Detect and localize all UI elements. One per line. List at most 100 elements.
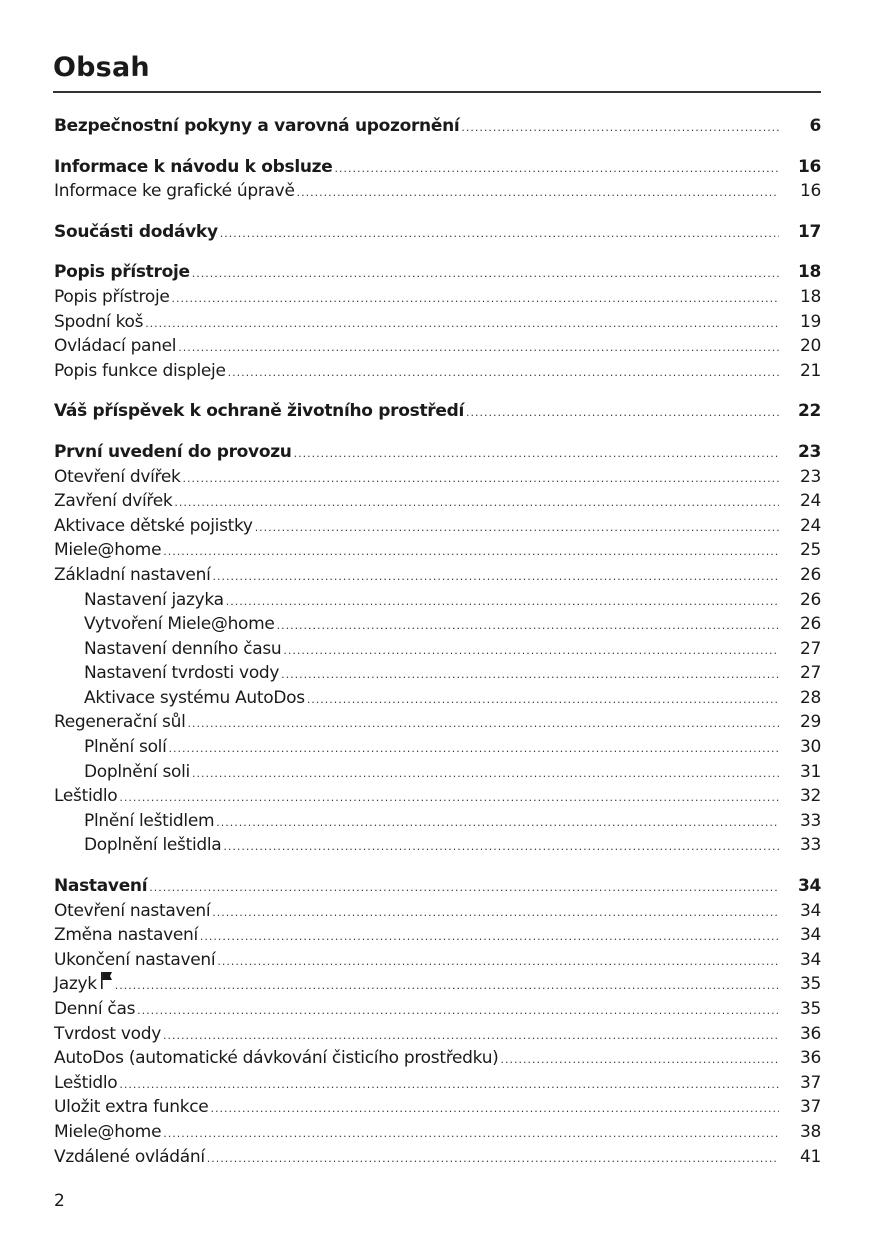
toc-entry[interactable]: Plnění solí 30	[54, 735, 821, 760]
toc-entry-page: 33	[799, 835, 821, 856]
toc-entry[interactable]: Otevření dvířek 23	[54, 465, 821, 490]
toc-entry[interactable]: Aktivace dětské pojistky 24	[54, 514, 821, 539]
toc-entry-page: 37	[799, 1097, 821, 1118]
dot-leader	[115, 974, 779, 999]
toc-entry[interactable]: Popis přístroje 18	[54, 285, 821, 310]
toc-entry[interactable]: Leštidlo 32	[54, 784, 821, 809]
toc-entry[interactable]: Nastavení 34	[54, 874, 821, 899]
toc-entry-title: Ovládací panel	[54, 336, 177, 357]
dot-leader	[149, 876, 779, 901]
title-divider	[53, 91, 821, 93]
toc-entry-page: 16	[799, 181, 821, 202]
toc-entry-page: 24	[799, 491, 821, 512]
toc-entry[interactable]: Nastavení tvrdosti vody 27	[54, 661, 821, 686]
toc-entry-page: 34	[799, 900, 821, 921]
toc-entry[interactable]: Doplnění soli 31	[54, 760, 821, 785]
toc-entry-title: Informace k návodu k obsluze	[54, 156, 333, 177]
toc-entry[interactable]: Denní čas 35	[54, 997, 821, 1022]
dot-leader	[169, 737, 779, 762]
dot-leader	[137, 999, 779, 1024]
toc-entry[interactable]: Doplnění leštidla 33	[54, 833, 821, 858]
dot-leader	[172, 287, 779, 312]
toc-entry-title: Základní nastavení	[54, 564, 211, 585]
toc-entry[interactable]: Informace ke grafické úpravě 16	[54, 179, 821, 204]
toc-entry[interactable]: Informace k návodu k obsluze 16	[54, 155, 821, 180]
toc-entry-page: 19	[799, 311, 821, 332]
toc-entry[interactable]: Zavření dvířek 24	[54, 489, 821, 514]
toc-entry-title: Jazyk	[54, 974, 97, 995]
toc-entry[interactable]: Aktivace systému AutoDos 28	[54, 686, 821, 711]
toc-entry-page: 21	[799, 360, 821, 381]
toc-entry[interactable]: Bezpečnostní pokyny a varovná upozornění…	[54, 114, 821, 139]
dot-leader	[223, 835, 779, 860]
toc-entry-page: 30	[799, 737, 821, 758]
toc-entry[interactable]: Vytvoření Miele@home 26	[54, 612, 821, 637]
toc-entry-title: Bezpečnostní pokyny a varovná upozornění	[54, 116, 460, 136]
toc-entry[interactable]: Nastavení denního času 27	[54, 637, 821, 662]
dot-leader	[297, 181, 779, 206]
toc-entry[interactable]: Ovládací panel 20	[54, 334, 821, 359]
toc-entry[interactable]: AutoDos (automatické dávkování čisticího…	[54, 1046, 821, 1071]
dot-leader	[212, 901, 779, 926]
toc-section: Nastavení34Otevření nastavení34Změna nas…	[54, 874, 821, 1169]
dot-leader	[192, 262, 779, 287]
toc-entry[interactable]: Plnění leštidlem 33	[54, 809, 821, 834]
toc-entry-title: Plnění solí	[84, 737, 167, 758]
toc-entry[interactable]: Ukončení nastavení 34	[54, 948, 821, 973]
dot-leader	[220, 222, 779, 247]
toc-entry[interactable]: Vzdálené ovládání 41	[54, 1145, 821, 1170]
toc-entry[interactable]: Miele@home 25	[54, 538, 821, 563]
page-number: 2	[54, 1191, 65, 1211]
dot-leader	[228, 361, 779, 386]
toc-entry-title: Ukončení nastavení	[54, 949, 216, 970]
toc-entry[interactable]: Popis přístroje 18	[54, 260, 821, 285]
dot-leader	[174, 491, 779, 516]
toc-entry-title: Vytvoření Miele@home	[84, 614, 275, 635]
toc-entry-page: 26	[799, 564, 821, 585]
page-title: Obsah	[53, 52, 150, 83]
toc-entry[interactable]: Součásti dodávky 17	[54, 220, 821, 245]
toc-entry-title: Plnění leštidlem	[84, 810, 215, 831]
toc-entry-title: Spodní koš	[54, 311, 144, 332]
dot-leader	[178, 336, 779, 361]
toc-entry-title: Informace ke grafické úpravě	[54, 181, 295, 202]
dot-leader	[213, 565, 780, 590]
toc-entry[interactable]: Regenerační sůl 29	[54, 710, 821, 735]
dot-leader	[217, 950, 779, 975]
toc-entry[interactable]: Váš příspěvek k ochraně životního prostř…	[54, 399, 821, 424]
toc-entry-page: 26	[799, 589, 821, 610]
toc-entry[interactable]: Základní nastavení 26	[54, 563, 821, 588]
toc-entry-page: 38	[799, 1121, 821, 1142]
toc-entry[interactable]: Uložit extra funkce 37	[54, 1095, 821, 1120]
toc-entry-page: 16	[797, 156, 821, 177]
toc-entry-page: 36	[799, 1023, 821, 1044]
table-of-contents: Bezpečnostní pokyny a varovná upozornění…	[54, 114, 821, 1185]
toc-entry-title: AutoDos (automatické dávkování čisticího…	[54, 1048, 499, 1069]
toc-entry[interactable]: Tvrdost vody 36	[54, 1022, 821, 1047]
toc-entry-page: 34	[799, 949, 821, 970]
toc-section: Popis přístroje 18 Popis přístroje 18 Spodní…	[54, 260, 821, 383]
toc-entry-page: 23	[797, 441, 821, 462]
toc-entry-page: 18	[799, 286, 821, 307]
toc-entry-title: První uvedení do provozu	[54, 441, 292, 462]
toc-entry[interactable]: Miele@home 38	[54, 1120, 821, 1145]
toc-entry-title: Váš příspěvek k ochraně životního prostř…	[54, 401, 464, 422]
toc-entry[interactable]: Jazyk 35	[54, 972, 821, 997]
toc-section: První uvedení do provozu 23 Otevření dvíře…	[54, 440, 821, 858]
toc-entry[interactable]: Leštidlo 37	[54, 1071, 821, 1096]
toc-entry[interactable]: Spodní koš 19	[54, 310, 821, 335]
toc-entry-page: 18	[797, 262, 821, 283]
toc-section: Bezpečnostní pokyny a varovná upozornění…	[54, 114, 821, 139]
toc-entry[interactable]: První uvedení do provozu 23	[54, 440, 821, 465]
toc-entry[interactable]: Změna nastavení 34	[54, 923, 821, 948]
toc-entry-title: Aktivace dětské pojistky	[54, 515, 253, 536]
toc-entry[interactable]: Nastavení jazyka 26	[54, 588, 821, 613]
toc-section: Váš příspěvek k ochraně životního prostř…	[54, 399, 821, 424]
toc-entry[interactable]: Popis funkce displeje 21	[54, 359, 821, 384]
toc-section: Součásti dodávky 17	[54, 220, 821, 245]
dot-leader	[163, 1024, 779, 1049]
toc-entry-title: Vzdálené ovládání	[54, 1146, 205, 1167]
toc-entry-title: Tvrdost vody	[54, 1023, 161, 1044]
dot-leader	[255, 516, 779, 541]
toc-entry[interactable]: Otevření nastavení 34	[54, 899, 821, 924]
